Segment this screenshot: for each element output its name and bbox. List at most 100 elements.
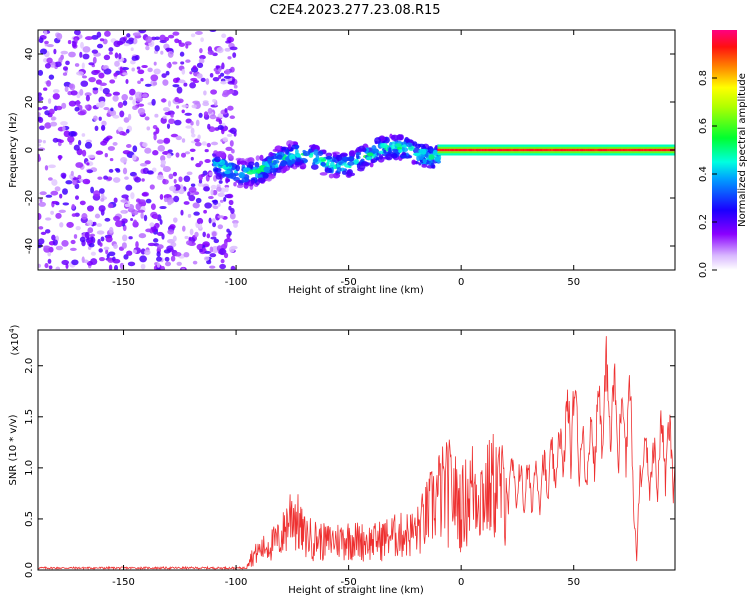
heatmap-cell	[181, 68, 186, 75]
heatmap-cell	[209, 246, 214, 253]
heatmap-cell	[79, 236, 86, 243]
heatmap-cell	[401, 147, 409, 153]
heatmap-cell	[212, 222, 217, 228]
heatmap-cell	[166, 153, 172, 159]
heatmap-cell	[390, 134, 399, 141]
heatmap-cell	[162, 179, 169, 185]
heatmap-cell	[120, 156, 128, 164]
heatmap-cell	[91, 35, 99, 40]
heatmap-cell	[192, 260, 198, 265]
heatmap-cell	[232, 52, 237, 58]
heatmap-cell	[46, 57, 53, 64]
heatmap-cell	[229, 46, 238, 51]
heatmap-cell	[167, 201, 172, 206]
heatmap-cell	[149, 184, 155, 190]
heatmap-cell	[212, 98, 217, 103]
heatmap-cell	[230, 265, 236, 270]
heatmap-cell	[400, 155, 408, 159]
heatmap-cell	[60, 172, 67, 179]
heatmap-cell	[44, 122, 52, 129]
heatmap-cell	[153, 68, 161, 75]
heatmap-cell	[139, 255, 147, 263]
heatmap-cell	[422, 158, 427, 164]
heatmap-cell	[87, 227, 94, 234]
heatmap-cell	[216, 186, 222, 192]
heatmap-cell	[409, 139, 413, 143]
snr-series-line	[38, 336, 675, 570]
heatmap-cell	[88, 242, 95, 248]
heatmap-cell	[262, 172, 269, 179]
heatmap-cell	[137, 107, 146, 115]
y-tick-label: 0.0	[24, 562, 35, 578]
heatmap-cell	[52, 239, 58, 246]
heatmap-cell	[48, 74, 55, 80]
heatmap-cell	[39, 197, 43, 203]
heatmap-cell	[109, 109, 117, 117]
heatmap-cell	[189, 148, 196, 153]
heatmap-cell	[167, 229, 175, 235]
heatmap-cell	[122, 72, 128, 76]
heatmap-cell	[227, 105, 234, 111]
heatmap-cell	[190, 127, 195, 135]
heatmap-cell	[227, 153, 233, 160]
heatmap-cell	[68, 131, 77, 137]
heatmap-cell	[74, 63, 80, 67]
heatmap-cell	[156, 262, 161, 268]
heatmap-cell	[189, 71, 193, 75]
heatmap-cell	[202, 101, 210, 107]
heatmap-cell	[100, 236, 105, 242]
heatmap-cell	[47, 98, 52, 104]
heatmap-cell	[134, 176, 142, 183]
heatmap-cell	[226, 228, 230, 233]
heatmap-cell	[75, 225, 81, 231]
heatmap-cell	[233, 84, 238, 89]
heatmap-cell	[263, 166, 268, 173]
heatmap-cell	[188, 186, 197, 193]
heatmap-cell	[55, 266, 61, 270]
heatmap-cell	[320, 161, 327, 167]
heatmap-cell	[159, 205, 167, 210]
heatmap-cell	[40, 231, 47, 236]
heatmap-cell	[183, 251, 190, 258]
heatmap-cell	[162, 115, 167, 119]
heatmap-cell	[127, 113, 132, 121]
heatmap-cell	[375, 157, 379, 161]
heatmap-cell	[428, 154, 435, 160]
heatmap-cell	[84, 231, 90, 239]
heatmap-cell	[94, 125, 99, 131]
heatmap-cell	[325, 155, 333, 160]
heatmap-cell	[112, 91, 121, 96]
heatmap-cell	[129, 88, 136, 96]
heatmap-cell	[47, 251, 52, 257]
heatmap-cell	[192, 100, 200, 105]
heatmap-cell	[128, 37, 134, 42]
heatmap-cell	[343, 155, 347, 163]
heatmap-cell	[122, 167, 128, 175]
heatmap-cell	[145, 228, 153, 233]
heatmap-cell	[160, 265, 165, 270]
heatmap-cell	[125, 129, 130, 134]
heatmap-cell	[140, 263, 146, 270]
heatmap-cell	[332, 156, 336, 163]
heatmap-cell	[224, 68, 231, 75]
heatmap-cell	[348, 172, 356, 177]
heatmap-cell	[229, 127, 237, 134]
heatmap-cell	[347, 156, 355, 162]
heatmap-cell	[192, 79, 200, 84]
heatmap-cell	[48, 108, 55, 115]
heatmap-cell	[86, 162, 90, 166]
heatmap-cell	[47, 258, 52, 264]
heatmap-cell	[276, 154, 283, 160]
heatmap-cell	[142, 142, 148, 148]
x-tick-label: -150	[112, 277, 135, 288]
heatmap-cell	[169, 224, 176, 230]
heatmap-cell	[132, 32, 141, 37]
heatmap-cell	[218, 74, 222, 79]
heatmap-cell	[198, 112, 203, 118]
heatmap-cell	[224, 184, 230, 188]
heatmap-cell	[103, 68, 112, 75]
heatmap-cell	[390, 153, 395, 158]
heatmap-cell	[155, 127, 160, 134]
heatmap-cell	[84, 104, 89, 109]
heatmap-cell	[134, 91, 143, 99]
